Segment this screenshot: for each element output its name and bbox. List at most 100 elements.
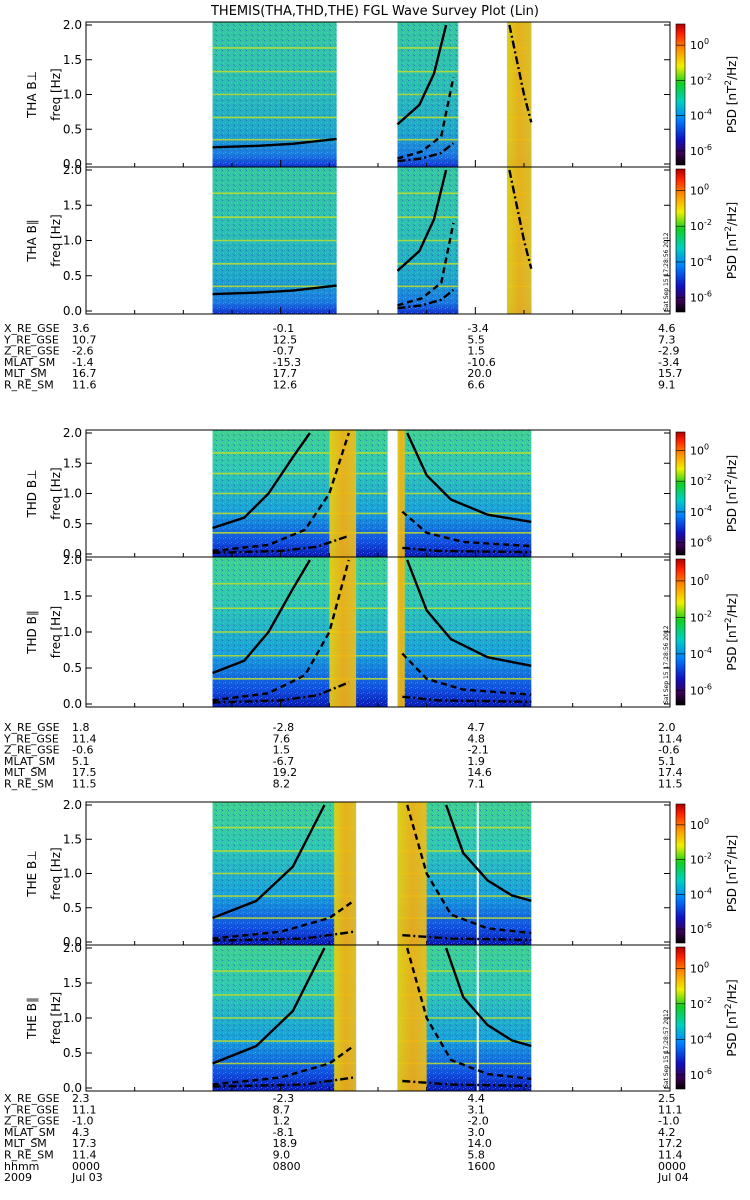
colorbar-tick-label: 10-6 bbox=[690, 682, 712, 697]
gyrofrequency-line bbox=[397, 222, 455, 307]
colorbar-tick-label: 10-4 bbox=[690, 108, 712, 123]
gyrofrequency-line bbox=[401, 652, 532, 696]
colorbar-tick-label: 10-6 bbox=[690, 143, 712, 158]
ephemeris-label: Y_RE_GSE bbox=[3, 1103, 59, 1116]
gyrofrequency-line bbox=[406, 559, 532, 668]
panel-frame bbox=[85, 166, 671, 315]
gyrofrequency-line bbox=[212, 930, 354, 942]
gyrofrequency-line bbox=[406, 432, 532, 524]
ephemeris-value: 17.2 bbox=[658, 1137, 683, 1150]
y-tick-label: 1.0 bbox=[63, 234, 82, 248]
gyrofrequency-line bbox=[397, 288, 455, 310]
ephemeris-value: 4.7 bbox=[467, 721, 485, 734]
y-tick-label: 2.0 bbox=[63, 163, 82, 177]
ephemeris-label: Y_RE_GSE bbox=[3, 732, 59, 745]
wave-band bbox=[397, 430, 405, 557]
colorbar-tick-label: 10-6 bbox=[690, 290, 712, 305]
colorbar-label: PSD [nT2/Hz] bbox=[724, 455, 739, 532]
gyrofrequency-line bbox=[401, 510, 532, 548]
ephemeris-value: -8.1 bbox=[273, 1126, 294, 1139]
ephemeris-value: -0.7 bbox=[273, 345, 294, 358]
colorbar-tick-label: 100 bbox=[690, 817, 709, 832]
panel-label: THE B⊥ bbox=[25, 850, 39, 897]
ephemeris-value: -2.6 bbox=[72, 345, 93, 358]
ephemeris-value: -2.3 bbox=[273, 1092, 294, 1105]
ephemeris-value: 5.8 bbox=[467, 1149, 485, 1162]
y-tick-label: 0.5 bbox=[63, 122, 82, 136]
ephemeris-value: 12.5 bbox=[273, 333, 298, 346]
gyrofrequency-line bbox=[212, 284, 337, 296]
colorbar-tick-label: 10-4 bbox=[690, 1031, 712, 1046]
ephemeris-value: -10.6 bbox=[467, 356, 495, 369]
ephemeris-value: -0.6 bbox=[72, 744, 93, 757]
y-tick-label: 1.0 bbox=[63, 487, 82, 501]
gyrofrequency-line bbox=[406, 947, 532, 1081]
colorbar-tick-label: 10-2 bbox=[690, 473, 712, 488]
gyrofrequency-line bbox=[212, 432, 311, 530]
wave-band bbox=[329, 557, 357, 707]
ephemeris-value: 11.6 bbox=[72, 379, 97, 392]
panel-label: THD B∥ bbox=[25, 610, 39, 655]
ephemeris-value: 20.0 bbox=[467, 367, 492, 380]
y-tick-label: 0.0 bbox=[63, 697, 82, 711]
y-tick-label: 1.5 bbox=[63, 589, 82, 603]
ephemeris-label: MLT_SM bbox=[4, 367, 47, 380]
colorbar-tick-label: 10-6 bbox=[690, 1067, 712, 1082]
ephemeris-value: 6.6 bbox=[467, 379, 485, 392]
gyrofrequency-line bbox=[402, 933, 532, 942]
colorbar-label: PSD [nT2/Hz] bbox=[724, 593, 739, 670]
wave-band bbox=[397, 557, 405, 707]
y-axis-label: freq [Hz] bbox=[49, 847, 63, 899]
gyrofrequency-line bbox=[397, 142, 455, 163]
colorbar-tick-label: 10-2 bbox=[690, 609, 712, 624]
wave-band bbox=[334, 802, 357, 945]
y-axis-label: freq [Hz] bbox=[49, 606, 63, 658]
gyrofrequency-line bbox=[445, 804, 532, 903]
ephemeris-value: 5.1 bbox=[72, 755, 90, 768]
ephemeris-value: 15.7 bbox=[658, 367, 683, 380]
colorbar-tick-label: 100 bbox=[690, 37, 709, 52]
ephemeris-value: -0.1 bbox=[273, 322, 294, 335]
ephemeris-label: R_RE_SM bbox=[4, 778, 54, 791]
wave-band bbox=[506, 167, 532, 314]
ephemeris-value: 10.7 bbox=[72, 333, 97, 346]
y-axis-label: freq [Hz] bbox=[49, 467, 63, 519]
colorbar-tick-label: 10-4 bbox=[690, 646, 712, 661]
timestamp: Sat Sep 15 17:28:56 2012 bbox=[663, 625, 670, 704]
gyrofrequency-line bbox=[212, 1076, 354, 1088]
timestamp: Sat Sep 15 17:28:56 2012 bbox=[663, 232, 670, 311]
ephemeris-value: 0000 bbox=[72, 1160, 100, 1173]
y-tick-label: 0.5 bbox=[63, 901, 82, 915]
gyrofrequency-line bbox=[212, 899, 355, 940]
colorbar bbox=[675, 168, 686, 313]
y-tick-label: 0.5 bbox=[63, 269, 82, 283]
ephemeris-label: 2009 bbox=[4, 1171, 32, 1184]
ephemeris-value: 4.2 bbox=[658, 1126, 676, 1139]
ephemeris-label: X_RE_GSE bbox=[4, 721, 60, 734]
y-tick-label: 2.0 bbox=[63, 426, 82, 440]
panel-frame bbox=[85, 801, 671, 946]
colorbar-tick-label: 10-6 bbox=[690, 921, 712, 936]
ephemeris-value: -2.0 bbox=[467, 1115, 488, 1128]
ephemeris-value: 1.5 bbox=[467, 345, 485, 358]
ephemeris-value: 1.8 bbox=[72, 721, 90, 734]
ephemeris-value: 8.7 bbox=[273, 1103, 291, 1116]
ephemeris-value: 7.1 bbox=[467, 778, 485, 791]
colorbar-label: PSD [nT2/Hz] bbox=[724, 979, 739, 1056]
y-tick-label: 0.5 bbox=[63, 517, 82, 531]
gyrofrequency-line bbox=[397, 76, 455, 160]
panel-label: THD B⊥ bbox=[25, 469, 39, 518]
ephemeris-value: 9.1 bbox=[658, 379, 676, 392]
colorbar-tick-label: 10-4 bbox=[690, 254, 712, 269]
colorbar-tick-label: 100 bbox=[690, 573, 709, 588]
gyrofrequency-line bbox=[212, 559, 311, 675]
colorbar bbox=[675, 803, 686, 944]
ephemeris-value: 14.0 bbox=[467, 1137, 492, 1150]
colorbar-tick-label: 10-2 bbox=[690, 996, 712, 1011]
ephemeris-value: 7.3 bbox=[658, 333, 676, 346]
colorbar bbox=[675, 23, 686, 166]
ephemeris-value: -3.4 bbox=[467, 322, 488, 335]
data-gap bbox=[387, 557, 398, 707]
ephemeris-value: 11.5 bbox=[72, 778, 97, 791]
ephemeris-value: 0800 bbox=[273, 1160, 301, 1173]
